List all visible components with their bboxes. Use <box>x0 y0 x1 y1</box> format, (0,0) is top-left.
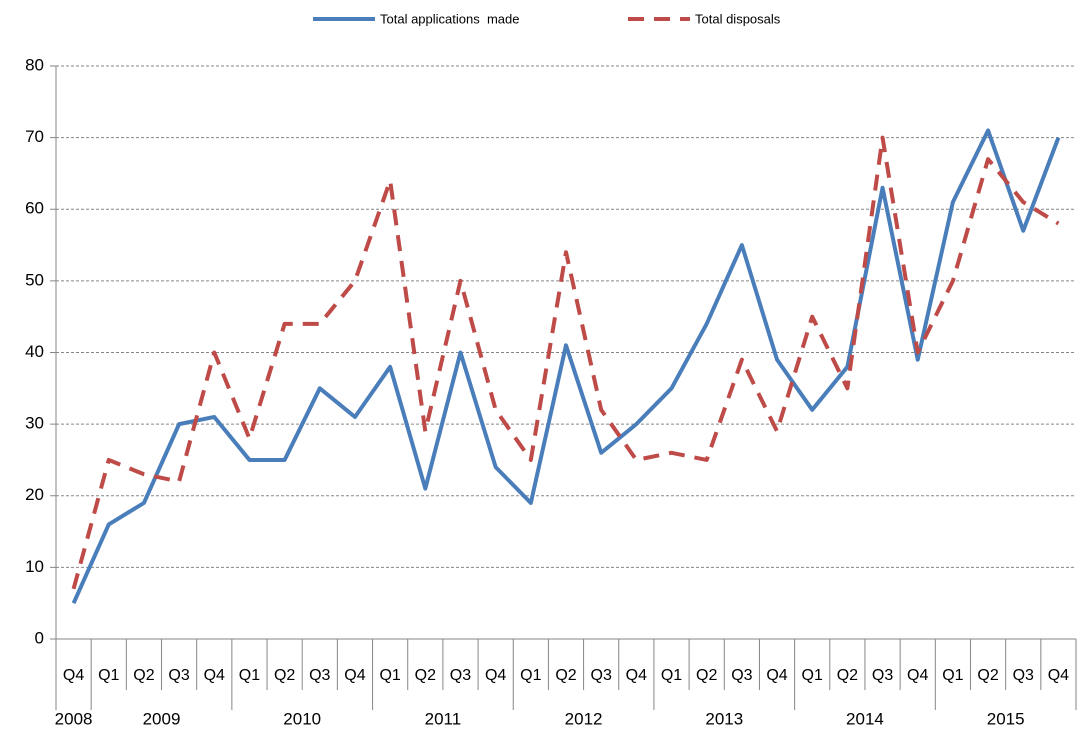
x-tick-label: Q3 <box>1013 667 1034 684</box>
series-line <box>71 135 1060 590</box>
x-tick-label: Q4 <box>626 667 647 684</box>
x-tick-label: Q1 <box>379 667 400 684</box>
legend-label: Total disposals <box>695 11 781 26</box>
x-tick-label: Q2 <box>274 667 295 684</box>
x-tick-label: Q4 <box>485 667 506 684</box>
x-tick-label: Q1 <box>802 667 823 684</box>
x-tick-label: Q4 <box>1048 667 1069 684</box>
y-tick-label: 40 <box>25 342 44 361</box>
x-tick-label: Q3 <box>309 667 330 684</box>
x-tick-label: Q1 <box>942 667 963 684</box>
x-tick-label: Q3 <box>450 667 471 684</box>
x-group-label: 2013 <box>705 709 743 728</box>
x-group-label: 2011 <box>425 709 462 728</box>
y-tick-label: 0 <box>35 628 44 647</box>
x-group-label: 2014 <box>846 709 884 728</box>
x-tick-label: Q4 <box>63 667 84 684</box>
x-tick-label: Q1 <box>98 667 119 684</box>
x-tick-label: Q4 <box>766 667 787 684</box>
x-tick-label: Q4 <box>344 667 365 684</box>
x-group-label: 2008 <box>55 709 93 728</box>
x-tick-label: Q2 <box>133 667 154 684</box>
x-tick-label: Q3 <box>872 667 893 684</box>
x-group-label: 2012 <box>565 709 603 728</box>
x-tick-label: Q2 <box>977 667 998 684</box>
y-tick-label: 10 <box>25 557 44 576</box>
series-line <box>71 128 1061 605</box>
x-tick-label: Q4 <box>204 667 225 684</box>
y-tick-label: 70 <box>25 127 44 146</box>
x-group-label: 2010 <box>283 709 321 728</box>
x-tick-label: Q1 <box>239 667 260 684</box>
x-tick-label: Q3 <box>591 667 612 684</box>
x-tick-label: Q3 <box>731 667 752 684</box>
x-tick-label: Q1 <box>661 667 682 684</box>
y-tick-label: 20 <box>25 485 44 504</box>
x-tick-label: Q1 <box>520 667 541 684</box>
x-tick-label: Q2 <box>837 667 858 684</box>
x-group-label: 2015 <box>987 709 1025 728</box>
y-tick-label: 30 <box>25 414 44 433</box>
y-tick-label: 50 <box>25 270 44 289</box>
x-tick-label: Q4 <box>907 667 928 684</box>
x-tick-label: Q3 <box>168 667 189 684</box>
y-tick-label: 80 <box>25 55 44 74</box>
x-tick-label: Q2 <box>696 667 717 684</box>
y-tick-label: 60 <box>25 199 44 218</box>
x-tick-label: Q2 <box>555 667 576 684</box>
x-tick-label: Q2 <box>415 667 436 684</box>
x-group-label: 2009 <box>143 709 181 728</box>
legend-label: Total applications made <box>380 11 519 26</box>
